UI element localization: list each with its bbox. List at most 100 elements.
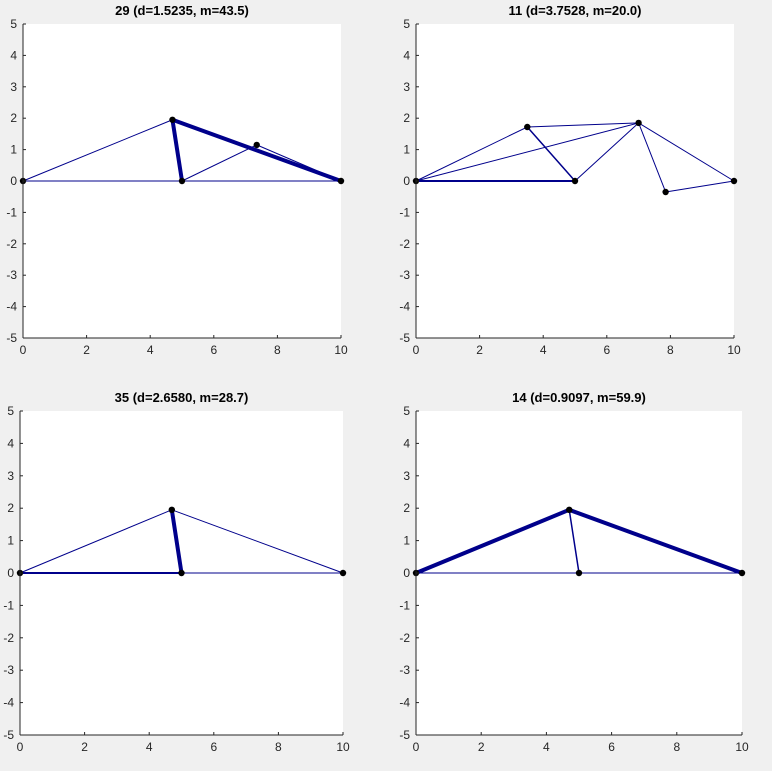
- axes-3: 35 (d=2.6580, m=28.7) 0 2 4 6 8 10 -5 -4 -3 -2 -1 0 1…: [3, 390, 350, 754]
- axes-2: 11 (d=3.7528, m=20.0) 0 2 4 6 8 10 -5 -4 -3 -2 -1 0 1…: [399, 3, 741, 357]
- truss-member: [19, 509, 173, 574]
- y-tick-label: 3: [403, 469, 410, 483]
- truss-node: [178, 569, 185, 577]
- y-tick-label: -2: [6, 237, 17, 251]
- y-tick-label: -3: [399, 663, 410, 677]
- truss-node: [253, 141, 260, 149]
- y-tick-label: -4: [3, 696, 14, 710]
- y-tick-label: 4: [10, 48, 17, 62]
- truss-node: [571, 177, 579, 185]
- truss-member: [526, 122, 640, 128]
- y-tick-label: 4: [7, 436, 14, 450]
- x-tick-label: 8: [274, 343, 281, 357]
- y-tick-label: 2: [403, 111, 410, 125]
- y-tick-label: 5: [403, 17, 410, 31]
- x-tick-label: 6: [210, 740, 217, 754]
- y-tick-label: -5: [399, 331, 410, 345]
- y-tick-label: -4: [399, 696, 410, 710]
- y-tick-label: -4: [6, 300, 17, 314]
- y-tick-label: -1: [399, 598, 410, 612]
- y-tick-label: 1: [10, 143, 17, 157]
- truss-member: [415, 126, 528, 182]
- x-tick-label: 10: [727, 343, 741, 357]
- y-tick-label: 1: [7, 534, 14, 548]
- truss-node: [730, 177, 738, 185]
- truss-member: [638, 122, 667, 193]
- y-tick-label: 4: [403, 48, 410, 62]
- truss-member: [415, 122, 640, 182]
- truss-member: [665, 180, 735, 193]
- y-tick-label: 5: [7, 404, 14, 418]
- truss-node: [178, 177, 186, 185]
- truss-member: [171, 509, 344, 574]
- truss-member: [567, 507, 744, 575]
- x-tick-label: 10: [336, 740, 350, 754]
- y-tick-label: -2: [399, 631, 410, 645]
- truss-member: [568, 509, 580, 574]
- x-tick-label: 8: [667, 343, 674, 357]
- truss-node: [575, 569, 583, 577]
- y-tick-label: 2: [7, 501, 14, 515]
- axes-1: 29 (d=1.5235, m=43.5) 0 2 4 6 8 10 -5 -4 -3 -2 -1 0 1…: [6, 3, 348, 357]
- y-tick-label: 2: [10, 111, 17, 125]
- truss-node: [168, 506, 176, 514]
- y-tick-label: 3: [403, 80, 410, 94]
- x-tick-label: 10: [334, 343, 348, 357]
- truss-member: [256, 144, 342, 182]
- y-tick-label: 5: [10, 17, 17, 31]
- x-tick-label: 0: [413, 343, 420, 357]
- truss-node: [339, 569, 347, 577]
- y-tick-label: -1: [399, 205, 410, 219]
- chart-title: 14 (d=0.9097, m=59.9): [512, 390, 646, 405]
- y-tick-label: 1: [403, 143, 410, 157]
- y-tick-label: -3: [399, 268, 410, 282]
- chart-title: 35 (d=2.6580, m=28.7): [115, 390, 249, 405]
- truss-member: [169, 507, 184, 575]
- x-tick-label: 4: [147, 343, 154, 357]
- x-tick-label: 2: [83, 343, 90, 357]
- y-tick-label: 3: [7, 469, 14, 483]
- axes-4: 14 (d=0.9097, m=59.9) 0 2 4 6 8 10 -5 -4 -3 -2 -1 0 1…: [399, 390, 749, 754]
- truss-member: [170, 117, 343, 183]
- y-tick-label: -3: [6, 268, 17, 282]
- truss-node: [566, 506, 573, 514]
- truss-member: [170, 117, 184, 183]
- x-tick-label: 8: [275, 740, 282, 754]
- truss-member: [638, 122, 735, 182]
- y-tick-label: 0: [403, 174, 410, 188]
- truss-member: [574, 122, 640, 182]
- x-tick-label: 0: [17, 740, 24, 754]
- x-tick-label: 4: [540, 343, 547, 357]
- y-tick-label: -5: [6, 331, 17, 345]
- y-tick-label: -2: [399, 237, 410, 251]
- truss-member: [181, 144, 258, 182]
- x-tick-label: 8: [673, 740, 680, 754]
- y-tick-label: -4: [399, 300, 410, 314]
- truss-node: [662, 188, 669, 196]
- x-tick-label: 2: [81, 740, 88, 754]
- y-tick-label: -1: [6, 205, 17, 219]
- y-tick-label: -1: [3, 598, 14, 612]
- truss-node: [524, 123, 531, 131]
- truss-node: [337, 177, 345, 185]
- x-tick-label: 0: [413, 740, 420, 754]
- chart-title: 11 (d=3.7528, m=20.0): [509, 3, 642, 18]
- x-tick-label: 2: [476, 343, 483, 357]
- y-tick-label: 0: [10, 174, 17, 188]
- y-tick-label: 5: [403, 404, 410, 418]
- truss-member: [526, 126, 576, 182]
- truss-member: [414, 507, 572, 575]
- y-tick-label: -5: [399, 728, 410, 742]
- chart-title: 29 (d=1.5235, m=43.5): [115, 3, 249, 18]
- x-tick-label: 6: [603, 343, 610, 357]
- y-tick-label: 0: [7, 566, 14, 580]
- y-tick-label: 2: [403, 501, 410, 515]
- x-tick-label: 4: [543, 740, 550, 754]
- x-tick-label: 4: [146, 740, 153, 754]
- x-tick-label: 2: [478, 740, 485, 754]
- y-tick-label: 0: [403, 566, 410, 580]
- x-tick-label: 6: [210, 343, 217, 357]
- truss-member: [22, 119, 173, 182]
- y-tick-label: 3: [10, 80, 17, 94]
